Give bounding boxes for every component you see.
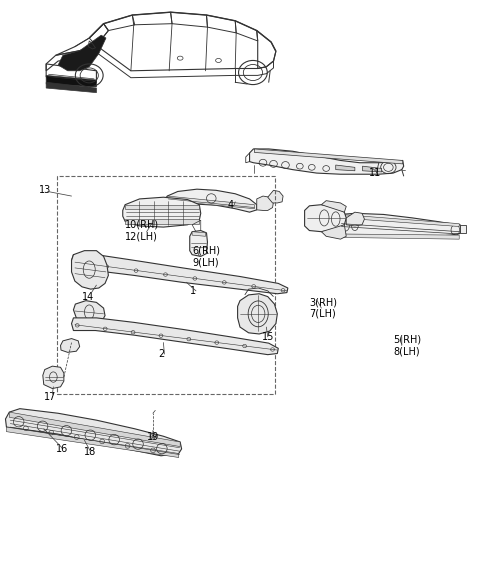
Text: 2: 2 bbox=[158, 349, 165, 359]
Text: 13: 13 bbox=[39, 185, 51, 195]
Polygon shape bbox=[305, 204, 346, 232]
Polygon shape bbox=[125, 219, 199, 223]
Polygon shape bbox=[257, 196, 274, 210]
Text: 10(RH)
12(LH): 10(RH) 12(LH) bbox=[125, 219, 159, 241]
Polygon shape bbox=[125, 204, 199, 209]
Polygon shape bbox=[5, 408, 181, 456]
Polygon shape bbox=[268, 190, 283, 203]
Text: 3(RH)
7(LH): 3(RH) 7(LH) bbox=[310, 297, 337, 319]
Text: 1: 1 bbox=[190, 286, 196, 296]
Polygon shape bbox=[60, 339, 80, 353]
Polygon shape bbox=[58, 35, 106, 71]
Polygon shape bbox=[163, 189, 257, 214]
Text: 14: 14 bbox=[82, 291, 94, 302]
Polygon shape bbox=[6, 427, 179, 457]
Text: 5(RH)
8(LH): 5(RH) 8(LH) bbox=[393, 335, 421, 357]
Polygon shape bbox=[322, 200, 346, 212]
Polygon shape bbox=[330, 219, 336, 230]
Polygon shape bbox=[167, 196, 254, 209]
Polygon shape bbox=[43, 366, 64, 389]
Polygon shape bbox=[9, 412, 180, 446]
Polygon shape bbox=[123, 197, 201, 227]
Polygon shape bbox=[336, 213, 461, 236]
Ellipse shape bbox=[152, 435, 154, 437]
Polygon shape bbox=[340, 214, 459, 226]
Polygon shape bbox=[362, 166, 382, 172]
Text: 11: 11 bbox=[369, 168, 382, 178]
Text: 18: 18 bbox=[84, 447, 96, 457]
Polygon shape bbox=[72, 251, 108, 289]
Polygon shape bbox=[192, 232, 205, 236]
Polygon shape bbox=[73, 301, 105, 325]
Text: 6(RH)
9(LH): 6(RH) 9(LH) bbox=[192, 245, 220, 267]
Polygon shape bbox=[238, 294, 277, 334]
Polygon shape bbox=[254, 149, 403, 164]
Polygon shape bbox=[336, 165, 355, 170]
Polygon shape bbox=[72, 255, 288, 294]
Polygon shape bbox=[72, 318, 278, 355]
Text: 19: 19 bbox=[147, 433, 159, 442]
Polygon shape bbox=[46, 82, 96, 93]
Text: 17: 17 bbox=[44, 392, 56, 402]
Polygon shape bbox=[460, 225, 466, 233]
Polygon shape bbox=[250, 149, 404, 174]
Polygon shape bbox=[346, 212, 364, 226]
Polygon shape bbox=[322, 225, 346, 239]
Text: 16: 16 bbox=[56, 444, 68, 454]
Polygon shape bbox=[46, 75, 96, 87]
Polygon shape bbox=[190, 230, 207, 256]
Polygon shape bbox=[340, 234, 459, 239]
Text: 4: 4 bbox=[228, 200, 234, 210]
Text: 15: 15 bbox=[262, 332, 274, 342]
